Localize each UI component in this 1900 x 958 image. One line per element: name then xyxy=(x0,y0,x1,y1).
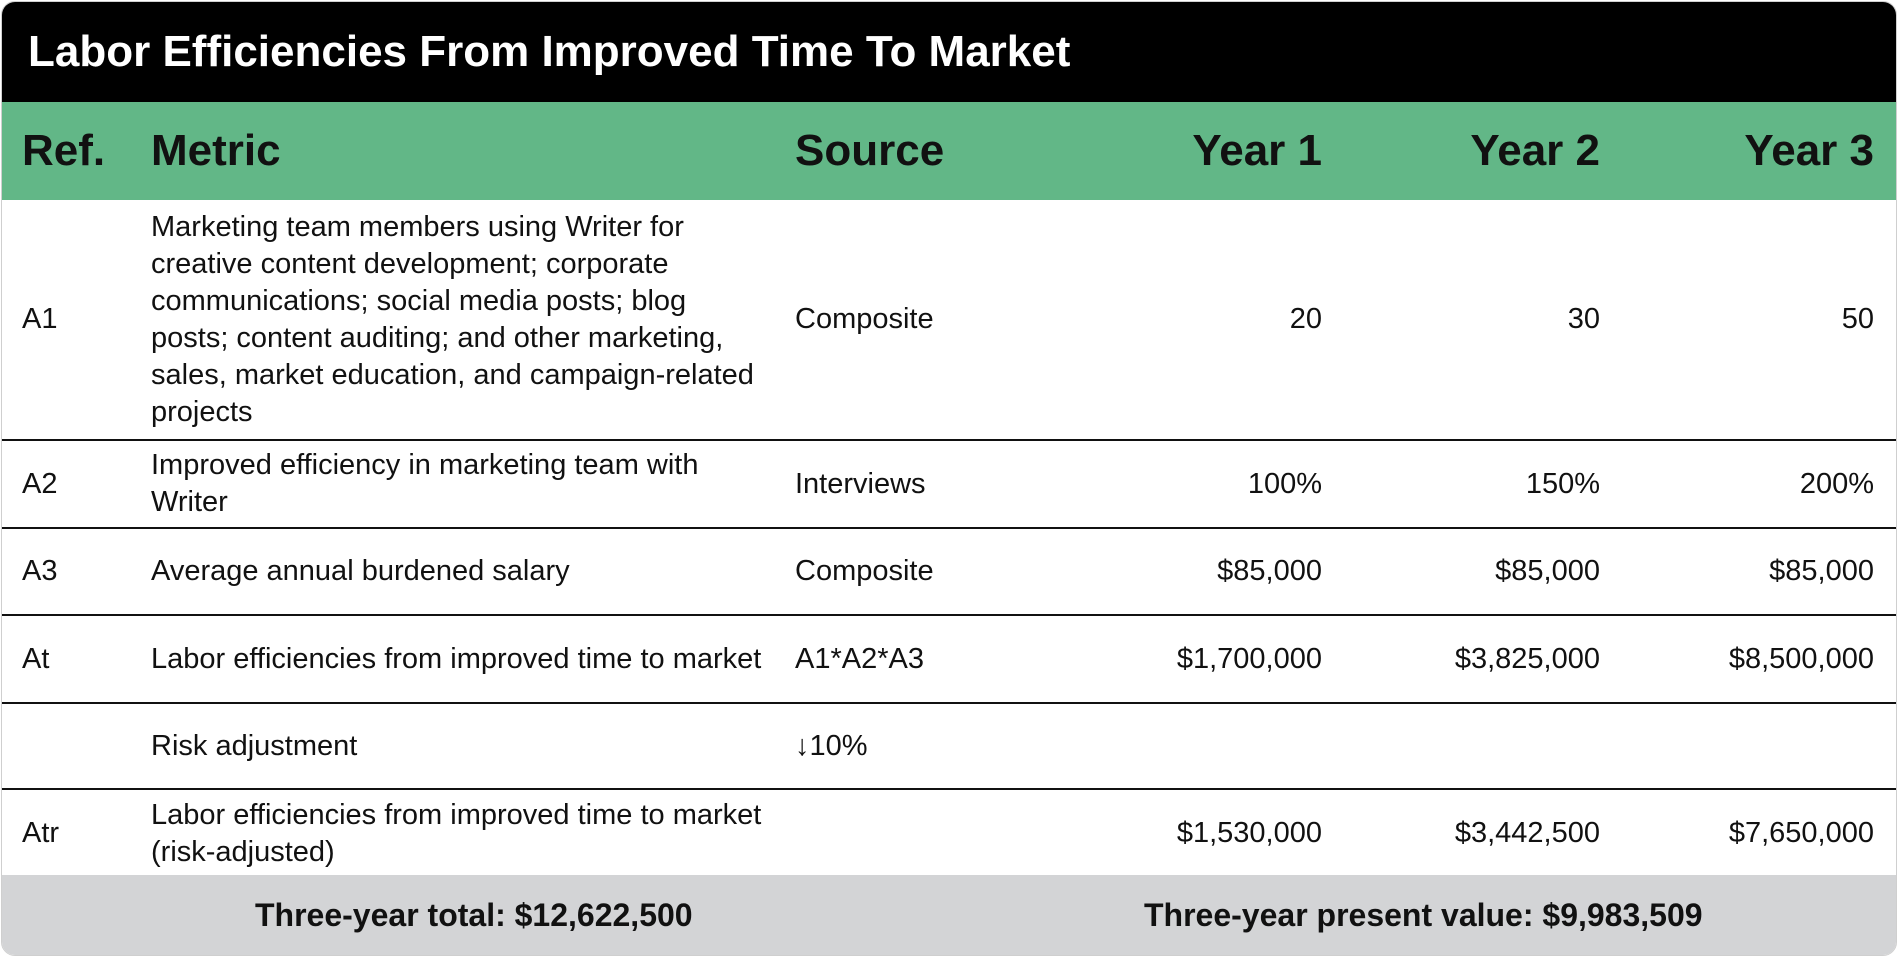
header-ref: Ref. xyxy=(22,126,106,175)
metrics-table: Ref. Metric Source Year 1 Year 2 Year 3 … xyxy=(2,102,1896,877)
cell-ref: A3 xyxy=(22,555,58,587)
cell-year-3: 200% xyxy=(1799,467,1874,500)
cell-year-1: $85,000 xyxy=(1217,555,1322,587)
cell-source xyxy=(774,789,1066,877)
cell-year-1: 100% xyxy=(1247,467,1322,500)
cell-year-1: $1,530,000 xyxy=(1176,817,1322,849)
table-row: At Labor efficiencies from improved time… xyxy=(2,615,1896,703)
cell-ref xyxy=(2,703,130,789)
header-year-3: Year 3 xyxy=(1744,126,1874,175)
table-row: Atr Labor efficiencies from improved tim… xyxy=(2,789,1896,877)
cell-year-2: $3,442,500 xyxy=(1454,817,1600,849)
cell-metric: Labor efficiencies from improved time to… xyxy=(151,798,762,868)
cell-year-3: $7,650,000 xyxy=(1728,817,1874,849)
summary-footer: Three-year total: $12,622,500 Three-year… xyxy=(2,875,1896,955)
cell-year-2: $3,825,000 xyxy=(1454,642,1600,675)
table-row: A1 Marketing team members using Writer f… xyxy=(2,200,1896,440)
cell-ref: A2 xyxy=(22,467,58,500)
cell-ref: At xyxy=(22,642,50,675)
cell-source: A1*A2*A3 xyxy=(795,642,924,675)
header-row: Ref. Metric Source Year 1 Year 2 Year 3 xyxy=(2,102,1896,200)
cell-source: Composite xyxy=(795,555,934,587)
cell-year-3: 50 xyxy=(1841,303,1874,335)
cell-ref: A1 xyxy=(22,303,58,335)
cell-year-3: $85,000 xyxy=(1769,555,1874,587)
cell-metric: Improved efficiency in marketing team wi… xyxy=(151,449,699,518)
cell-year-2: 30 xyxy=(1567,303,1600,335)
cell-year-3 xyxy=(1622,703,1896,789)
cell-year-2 xyxy=(1344,703,1622,789)
table-row: A3 Average annual burdened salary Compos… xyxy=(2,528,1896,615)
cell-metric: Risk adjustment xyxy=(151,729,358,762)
three-year-total: Three-year total: $12,622,500 xyxy=(255,896,693,933)
cell-metric: Marketing team members using Writer for … xyxy=(151,210,754,428)
cell-ref: Atr xyxy=(22,817,60,849)
cell-year-2: 150% xyxy=(1525,467,1600,500)
header-metric: Metric xyxy=(151,126,281,175)
cell-year-1 xyxy=(1066,703,1344,789)
header-year-2: Year 2 xyxy=(1470,126,1600,175)
cell-metric: Average annual burdened salary xyxy=(151,555,570,587)
cell-source: Composite xyxy=(795,303,934,335)
cell-year-3: $8,500,000 xyxy=(1728,642,1874,675)
header-source: Source xyxy=(795,126,945,175)
cell-year-2: $85,000 xyxy=(1495,555,1600,587)
cell-metric: Labor efficiencies from improved time to… xyxy=(151,642,762,675)
cell-source: Interviews xyxy=(795,467,926,500)
cell-source: ↓10% xyxy=(795,729,868,762)
header-year-1: Year 1 xyxy=(1192,126,1322,175)
table-title: Labor Efficiencies From Improved Time To… xyxy=(2,2,1896,102)
cell-year-1: 20 xyxy=(1289,303,1322,335)
table-row: A2 Improved efficiency in marketing team… xyxy=(2,440,1896,528)
three-year-present-value: Three-year present value: $9,983,509 xyxy=(1144,896,1703,933)
cell-year-1: $1,700,000 xyxy=(1176,642,1322,675)
table-row: Risk adjustment ↓10% xyxy=(2,703,1896,789)
